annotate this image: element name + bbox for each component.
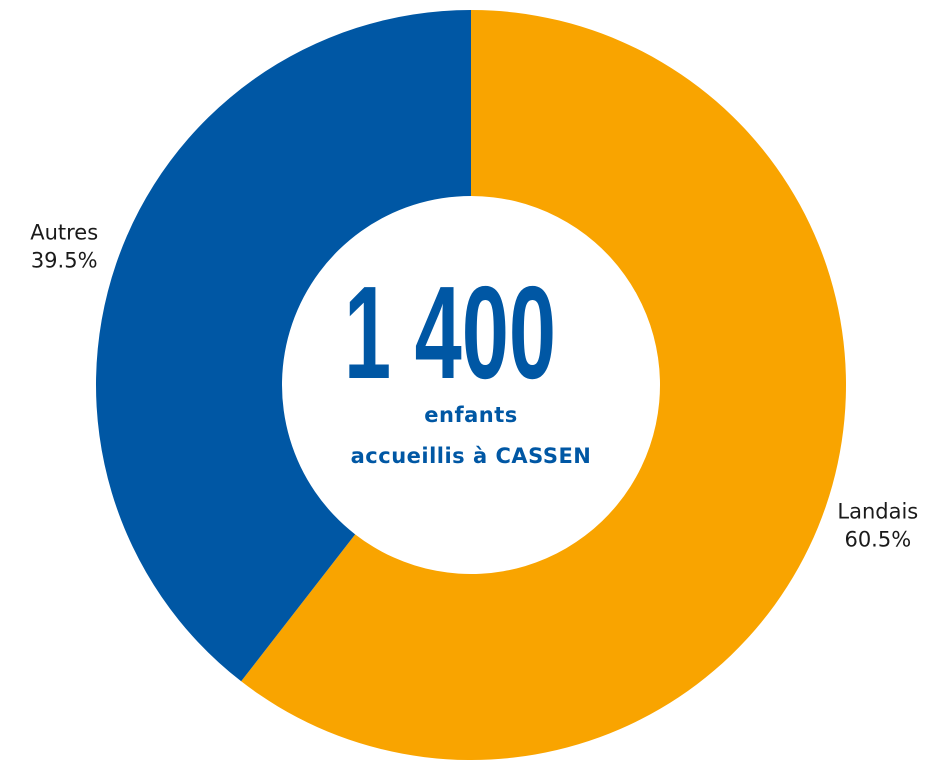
slice-label: Landais	[837, 499, 918, 523]
slice-value-label: 39.5%	[31, 249, 98, 273]
center-caption: enfants	[424, 403, 518, 427]
center-label: 1 400	[344, 259, 556, 406]
donut-slice	[96, 9, 471, 682]
slice-value-label: 60.5%	[844, 527, 911, 551]
donut-slice	[241, 10, 847, 760]
center-caption: accueillis à CASSEN	[351, 444, 592, 468]
slice-label: Autres	[30, 221, 98, 245]
